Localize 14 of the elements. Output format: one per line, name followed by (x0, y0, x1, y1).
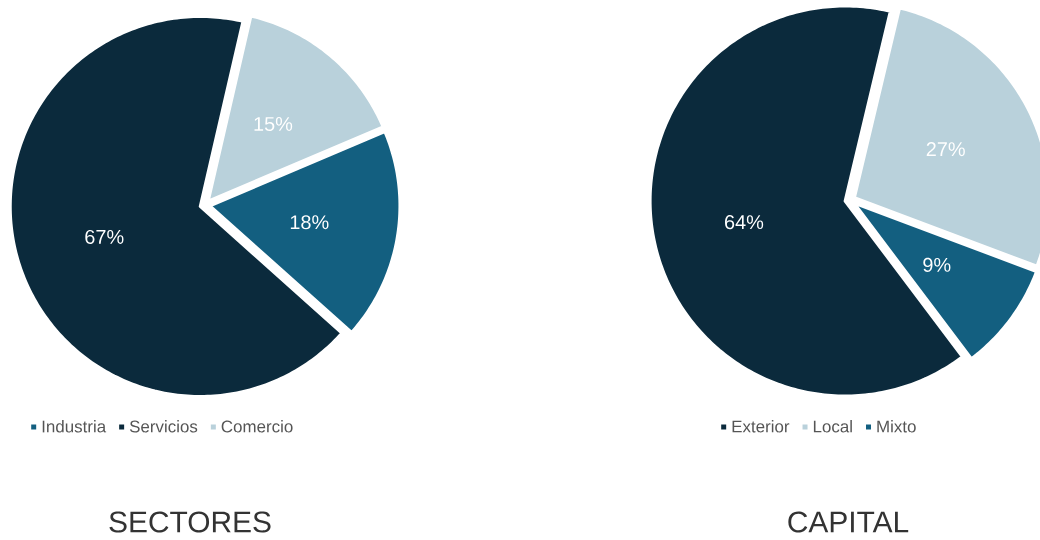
legend-label: Mixto (877, 420, 916, 433)
text: SECTORES (109, 511, 271, 533)
data-label: 27% (926, 142, 965, 157)
text: CAPITAL (788, 511, 909, 533)
legend-label: Exterior (732, 420, 790, 433)
data-label: 18% (290, 215, 329, 230)
legend-label: Local (813, 420, 852, 433)
data-label: 15% (254, 117, 293, 132)
legend-label: Industria (42, 420, 107, 433)
data-label: 64% (725, 215, 764, 230)
data-label: 67% (85, 229, 124, 244)
data-label: 9% (923, 257, 951, 272)
legend-label: Servicios (129, 420, 198, 433)
legend-label: Comercio (221, 420, 293, 433)
